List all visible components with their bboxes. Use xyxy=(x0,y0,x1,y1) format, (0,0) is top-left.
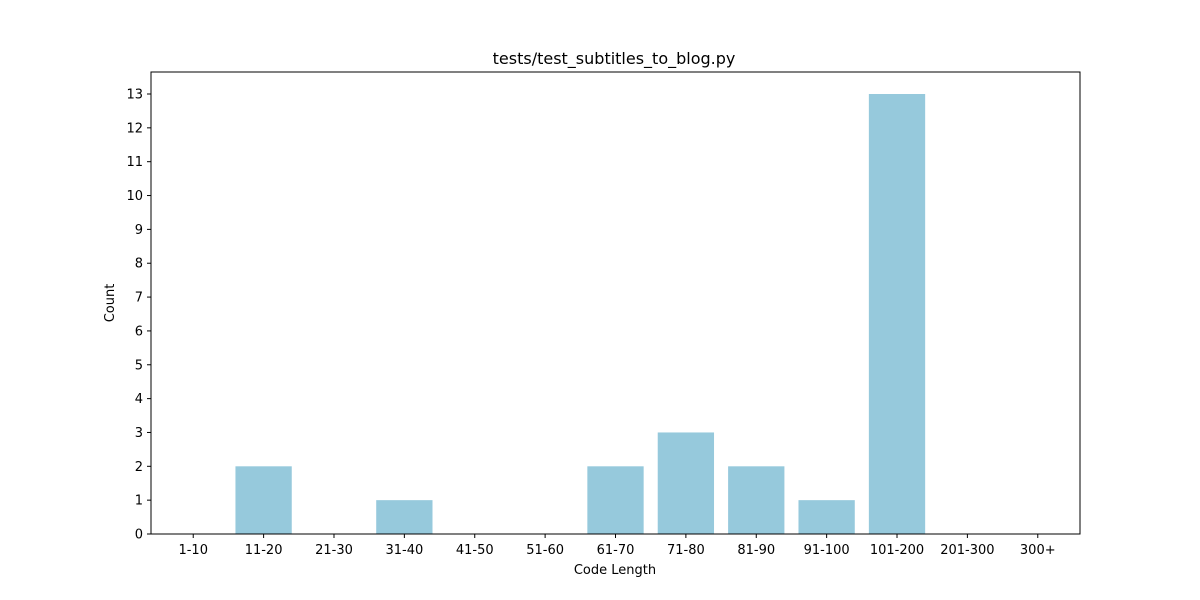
x-tick-label: 11-20 xyxy=(245,543,283,558)
y-tick-label: 7 xyxy=(135,291,143,306)
y-tick-label: 2 xyxy=(135,460,143,475)
bar-71-80 xyxy=(657,432,715,534)
y-tick-label: 9 xyxy=(135,223,143,238)
x-axis: 1-10 11-20 21-30 31-40 41-50 51-60 61-70 71-80 8… xyxy=(178,534,1056,558)
bars-group xyxy=(235,94,926,534)
x-tick-label: 21-30 xyxy=(315,543,353,558)
x-tick-label: 31-40 xyxy=(385,543,423,558)
x-tick-label: 201-300 xyxy=(940,543,994,558)
x-tick-label: 1-10 xyxy=(178,543,208,558)
x-tick-label: 41-50 xyxy=(456,543,494,558)
y-tick-label: 10 xyxy=(126,189,143,204)
bar-31-40 xyxy=(376,500,433,534)
y-tick-label: 11 xyxy=(126,155,143,170)
bar-101-200 xyxy=(868,94,926,534)
y-axis-label: Count xyxy=(103,284,118,323)
x-tick-label: 61-70 xyxy=(597,543,635,558)
bar-91-100 xyxy=(798,500,855,534)
y-tick-label: 8 xyxy=(135,257,143,272)
y-tick-label: 4 xyxy=(135,392,143,407)
bar-61-70 xyxy=(587,466,644,534)
y-tick-label: 12 xyxy=(126,121,143,136)
x-tick-label: 81-90 xyxy=(737,543,775,558)
bar-11-20 xyxy=(235,466,292,534)
plot-frame xyxy=(150,71,1081,535)
y-tick-label: 3 xyxy=(135,426,143,441)
y-tick-label: 5 xyxy=(135,358,143,373)
y-tick-label: 1 xyxy=(135,494,143,509)
x-axis-label: Code Length xyxy=(574,563,656,578)
x-tick-label: 51-60 xyxy=(526,543,564,558)
x-tick-label: 300+ xyxy=(1020,543,1056,558)
y-tick-label: 13 xyxy=(126,88,143,103)
y-tick-label: 0 xyxy=(135,528,143,543)
y-tick-label: 6 xyxy=(135,324,143,339)
chart-title: tests/test_subtitles_to_blog.py xyxy=(493,49,736,69)
x-tick-label: 91-100 xyxy=(804,543,850,558)
x-tick-label: 101-200 xyxy=(870,543,924,558)
x-tick-label: 71-80 xyxy=(667,543,705,558)
bar-81-90 xyxy=(728,466,785,534)
